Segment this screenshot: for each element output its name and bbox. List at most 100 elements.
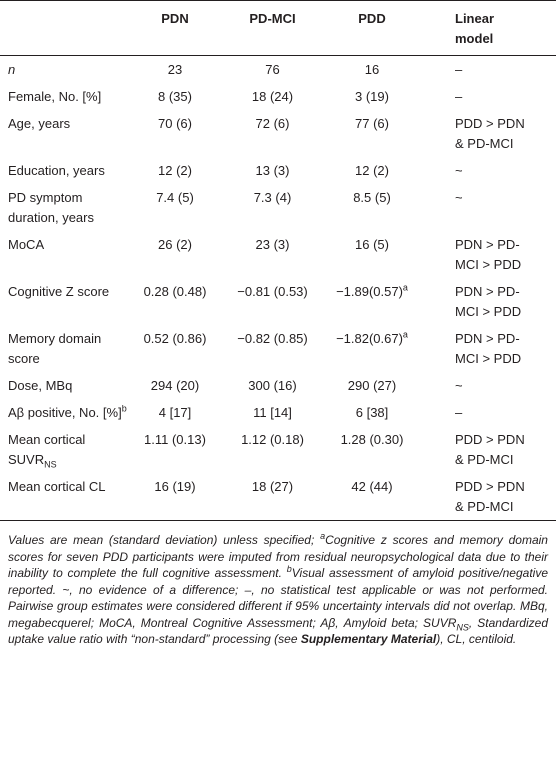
cell-text: −0.81 (0.53) — [237, 284, 308, 299]
value-cell: 23 — [140, 56, 210, 84]
cell-text: 1.11 (0.13) — [144, 432, 206, 447]
row-label: n — [0, 56, 140, 84]
footnote-bold: Supplementary Material — [300, 632, 437, 646]
value-cell: 8 (35) — [140, 83, 210, 110]
table-row: n 23 76 16 – — [0, 56, 556, 84]
value-cell: 0.52 (0.86) — [140, 325, 210, 372]
table-row: PD symptom duration, years 7.4 (5) 7.3 (4)… — [0, 184, 556, 231]
value-cell: 8.5 (5) — [335, 184, 409, 231]
table-row: Dose, MBq 294 (20) 300 (16) 290 (27) ~ — [0, 372, 556, 399]
cell-text: 42 (44) — [351, 479, 393, 494]
cell-text: −1.82(0.67) — [336, 331, 403, 346]
row-label: Cognitive Z score — [0, 278, 140, 325]
value-cell: 1.12 (0.18) — [210, 426, 335, 473]
model-cell: ~ — [409, 372, 556, 399]
model-cell: ~ — [409, 157, 556, 184]
row-label: MoCA — [0, 231, 140, 278]
cell-text: ~ — [455, 190, 463, 205]
model-cell: PDN > PD-MCI > PDD — [409, 325, 556, 372]
row-label: Memory domain score — [0, 325, 140, 372]
value-cell: 18 (24) — [210, 83, 335, 110]
table-row: Cognitive Z score 0.28 (0.48) −0.81 (0.53)… — [0, 278, 556, 325]
model-cell: PDD > PDN & PD-MCI — [409, 473, 556, 521]
cell-text: – — [455, 405, 463, 420]
cell-text: MoCA — [8, 237, 45, 252]
cell-text: 1.28 (0.30) — [340, 432, 404, 447]
row-label: Mean cortical CL — [0, 473, 140, 521]
cell-sup: b — [121, 403, 127, 414]
cell-text: n — [8, 62, 16, 77]
cell-text: 11 [14] — [253, 405, 292, 420]
cell-text: PDN > PD-MCI > PDD — [455, 284, 522, 319]
label-wrap: PD symptom duration, years — [8, 188, 106, 228]
table-row: MoCA 26 (2) 23 (3) 16 (5) PDN > PD-MCI > PDD — [0, 231, 556, 278]
value-cell: −0.81 (0.53) — [210, 278, 335, 325]
header-cell: Linear model — [409, 0, 556, 56]
row-label: Female, No. [%] — [0, 83, 140, 110]
cell-text: Memory domain score — [8, 331, 102, 366]
value-cell: 6 [38] — [335, 399, 409, 426]
cell-text: Aβ positive, No. [%] — [8, 405, 122, 420]
value-cell: 23 (3) — [210, 231, 335, 278]
model-cell: – — [409, 399, 556, 426]
row-label: Age, years — [0, 110, 140, 157]
footnote-sup: a — [320, 531, 326, 541]
cell-text: PDN > PD-MCI > PDD — [455, 331, 522, 366]
cell-text: 16 (19) — [154, 479, 196, 494]
cell-text: 7.4 (5) — [156, 190, 194, 205]
cell-text: ~ — [455, 163, 463, 178]
value-cell: 70 (6) — [140, 110, 210, 157]
table-row: Mean cortical CL 16 (19) 18 (27) 42 (44) PDD… — [0, 473, 556, 521]
footnote-sup: b — [286, 564, 292, 574]
cell-text: 70 (6) — [158, 116, 192, 131]
header-cell: PD-MCI — [210, 0, 335, 56]
cell-text: Female, No. [%] — [8, 89, 102, 104]
value-cell: 294 (20) — [140, 372, 210, 399]
value-cell: 42 (44) — [335, 473, 409, 521]
cell-text: 1.12 (0.18) — [241, 432, 304, 447]
value-cell: 12 (2) — [140, 157, 210, 184]
table-row: Aβ positive, No. [%]b 4 [17] 11 [14] 6 [38]… — [0, 399, 556, 426]
cell-text: 72 (6) — [255, 116, 290, 131]
cell-text: 16 — [364, 62, 380, 77]
header-text: PDN — [161, 11, 189, 26]
header-text: PD-MCI — [249, 11, 296, 26]
model-cell: ~ — [409, 184, 556, 231]
cell-text: 13 (3) — [255, 163, 290, 178]
cell-sup: a — [402, 282, 408, 293]
value-cell: 13 (3) — [210, 157, 335, 184]
value-cell: 11 [14] — [210, 399, 335, 426]
table-row: Age, years 70 (6) 72 (6) 77 (6) PDD > PDN & … — [0, 110, 556, 157]
footnote-text: ), CL, centiloid. — [436, 632, 517, 646]
value-cell: 16 (19) — [140, 473, 210, 521]
cell-text: PDD > PDN & PD-MCI — [455, 116, 525, 151]
cell-text: 12 (2) — [355, 163, 389, 178]
model-cell: PDD > PDN & PD-MCI — [409, 426, 556, 473]
value-cell: 26 (2) — [140, 231, 210, 278]
cell-text: 18 (27) — [251, 479, 294, 494]
value-cell: 77 (6) — [335, 110, 409, 157]
cell-text: −0.82 (0.85) — [237, 331, 308, 346]
table-row: Mean cortical SUVRNS 1.11 (0.13) 1.12 (0.1… — [0, 426, 556, 473]
footnote-text: Visual assessment of amyloid positive/ne… — [8, 566, 548, 630]
header-text: Linear model — [455, 11, 495, 46]
footnote-text: Values are mean (standard deviation) unl… — [8, 533, 321, 547]
model-cell: – — [409, 56, 556, 84]
cell-text: Cognitive Z score — [8, 284, 110, 299]
cell-text: – — [455, 89, 463, 104]
cell-text: 4 [17] — [158, 405, 192, 420]
cell-text: 300 (16) — [248, 378, 297, 393]
cell-text: 3 (19) — [355, 89, 389, 104]
footnote-sub: NS — [456, 621, 469, 632]
cell-text: PD symptom duration, years — [8, 190, 94, 225]
value-cell: 1.28 (0.30) — [335, 426, 409, 473]
header-cell: PDD — [335, 0, 409, 56]
value-cell: 72 (6) — [210, 110, 335, 157]
value-cell: 18 (27) — [210, 473, 335, 521]
model-cell: – — [409, 83, 556, 110]
row-label: Mean cortical SUVRNS — [0, 426, 140, 473]
label-wrap: Mean cortical SUVRNS — [8, 430, 106, 470]
cell-text: 76 — [265, 62, 280, 77]
label-wrap: Memory domain score — [8, 329, 106, 369]
